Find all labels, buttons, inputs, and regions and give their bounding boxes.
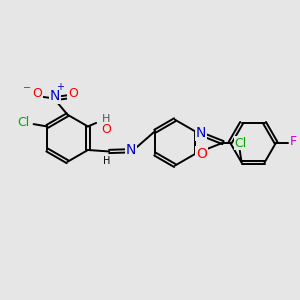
Text: Cl: Cl: [17, 116, 30, 129]
Text: −: −: [23, 83, 32, 93]
Text: H: H: [103, 156, 110, 166]
Text: O: O: [33, 87, 42, 100]
Text: N: N: [50, 88, 60, 103]
Text: Cl: Cl: [235, 136, 247, 150]
Text: H: H: [102, 114, 110, 124]
Text: N: N: [196, 126, 206, 140]
Text: O: O: [68, 87, 78, 100]
Text: +: +: [56, 82, 64, 92]
Text: F: F: [290, 135, 297, 148]
Text: O: O: [101, 123, 111, 136]
Text: O: O: [196, 147, 207, 161]
Text: N: N: [126, 143, 136, 157]
